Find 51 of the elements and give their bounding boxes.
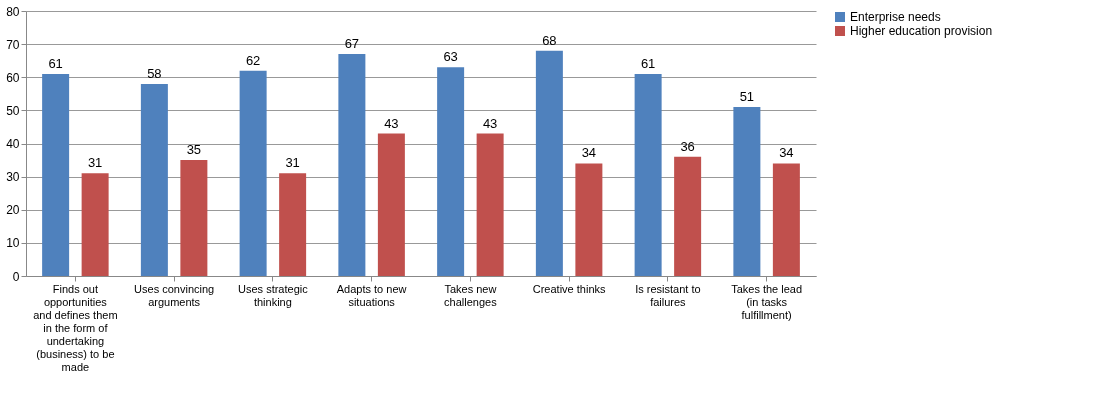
data-label: 62 [245,52,261,68]
y-tick-label: 20 [6,203,20,218]
x-tick-label: Finds out opportunities and defines them in the form of undertaking (business) to be made [33,282,118,373]
x-tick-label: Uses convincing arguments [134,282,215,308]
data-label: 43 [482,115,498,131]
data-label: 58 [147,65,162,81]
data-label: 43 [384,115,399,131]
bar [437,67,465,276]
x-tick-label: Creative thinks [532,282,606,295]
bar [634,73,662,276]
legend-label: Enterprise needs [850,10,941,24]
data-label: 61 [48,55,63,71]
data-label: 63 [443,49,458,65]
y-tick-label: 60 [6,70,20,85]
data-label: 36 [680,138,695,154]
data-label: 35 [186,142,202,158]
y-tick-label: 0 [12,269,20,284]
bar [476,133,504,276]
bar [535,50,563,276]
data-label: 68 [542,32,557,48]
data-label: 34 [779,145,794,161]
data-label: 31 [285,155,300,171]
x-tick-label: Uses strategic thinking [238,282,309,308]
data-label: 31 [87,155,103,171]
y-tick-label: 10 [6,236,20,251]
bar [180,160,208,276]
data-label: 51 [739,89,755,105]
bar [239,70,267,276]
y-tick-label: 50 [6,103,20,118]
y-tick-label: 40 [6,137,20,151]
y-tick-label: 80 [6,4,20,19]
bar [279,173,307,276]
bar [377,133,405,276]
y-tick-label: 30 [6,170,20,185]
bar [81,173,109,276]
bar [338,54,366,276]
bar [733,107,761,276]
data-label: 67 [344,36,360,52]
bar [674,156,702,276]
bar [140,83,168,276]
data-label: 34 [581,145,597,161]
bar [42,73,70,276]
x-tick-label: Takes the lead (in tasks fulfillment) [731,282,803,321]
y-tick-label: 70 [6,37,20,52]
x-tick-label: Is resistant to failures [635,282,701,308]
legend-label: Higher education provision [850,24,993,38]
data-label: 61 [640,55,656,71]
x-tick-label: Takes new challenges [444,282,498,308]
bar [575,163,603,276]
x-tick-label: Adapts to new situations [336,282,407,308]
bar [772,163,800,276]
